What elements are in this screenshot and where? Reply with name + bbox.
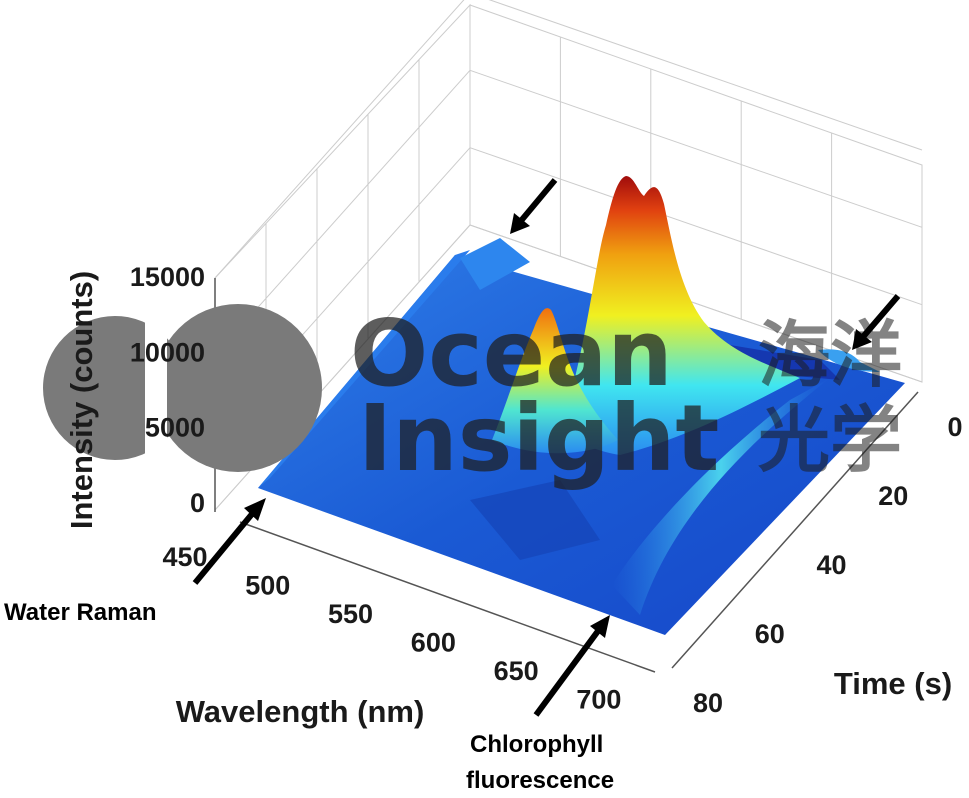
z-axis-label: Intensity (counts) — [64, 271, 99, 529]
watermark-text-cn1: 海洋 — [758, 313, 902, 397]
x-tick-label: 600 — [411, 628, 456, 658]
y-tick-label: 20 — [878, 481, 908, 511]
arrow-chlorophyll-head — [590, 615, 610, 638]
x-tick-label: 700 — [576, 685, 621, 715]
chlorophyll-ridge — [612, 378, 830, 615]
z-tick-label: 5000 — [145, 413, 205, 443]
annotation-water-raman: Water Raman — [4, 599, 156, 626]
y-tick-label: 80 — [693, 688, 723, 718]
gridline-right-horizontal — [469, 147, 923, 306]
z-tick-label: 15000 — [130, 262, 205, 292]
chlorophyll-peak-main — [560, 176, 800, 455]
y-axis-line — [671, 391, 919, 669]
y-tick-label: 60 — [755, 619, 785, 649]
watermark-text-ocean: Ocean — [350, 300, 673, 407]
z-tick-label: 10000 — [130, 337, 205, 367]
back-left-bump — [460, 238, 530, 290]
y-tick-label: 0 — [947, 412, 962, 442]
y-tick-label: 40 — [816, 550, 846, 580]
x-tick-label: 550 — [328, 599, 373, 629]
z-tick-label: 0 — [190, 488, 205, 518]
annotation-chlorophyll-line1: Chlorophyll — [470, 731, 603, 758]
gridline-right-horizontal — [469, 69, 923, 228]
watermark-text-insight: Insight — [358, 385, 719, 492]
z-tick-labels: 0 5000 10000 15000 — [130, 262, 205, 518]
x-tick-label: 500 — [245, 571, 290, 601]
y-tick-labels: 0 20 40 60 80 — [693, 412, 963, 718]
arrow-water-raman — [192, 512, 255, 585]
chlorophyll-peak-secondary — [492, 308, 618, 454]
watermark-text-cn2: 光学 — [758, 398, 902, 482]
arrow-back-right — [859, 294, 901, 340]
ocean-insight-watermark: Ocean Insight 海洋 光学 — [43, 300, 902, 492]
arrow-back-right-head — [852, 329, 872, 350]
watermark-logo-gap — [145, 300, 167, 475]
annotation-chlorophyll-line2: fluorescence — [466, 767, 614, 794]
x-tick-label: 450 — [162, 542, 207, 572]
x-tick-label: 650 — [494, 656, 539, 686]
watermark-logo-circle-right — [154, 304, 322, 472]
arrow-water-raman-head — [244, 498, 266, 521]
back-right-ridge — [818, 349, 880, 372]
y-axis-label: Time (s) — [834, 666, 952, 701]
x-tick-labels: 450 500 550 600 650 700 — [162, 542, 621, 715]
floor-shade-2 — [470, 480, 600, 560]
arrow-back-left-head — [510, 213, 530, 234]
x-axis-label: Wavelength (nm) — [176, 694, 425, 729]
gridline-right-horizontal — [488, 0, 923, 151]
arrow-chlorophyll — [533, 629, 601, 717]
annotation-arrows — [192, 178, 901, 717]
gridline-left-horizontal — [214, 0, 465, 279]
arrow-back-left — [517, 178, 558, 224]
